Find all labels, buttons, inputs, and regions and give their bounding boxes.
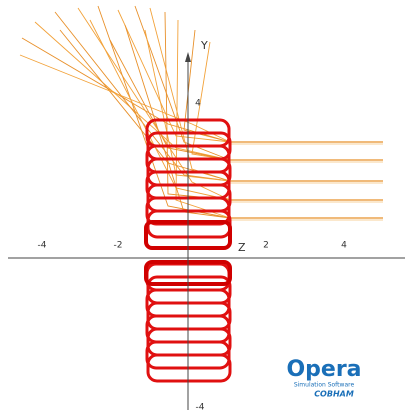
tick-label: -4 bbox=[38, 241, 47, 251]
z-label: Z bbox=[238, 241, 246, 254]
tick-label: -2 bbox=[114, 241, 123, 251]
tick-label: 4 bbox=[341, 241, 347, 251]
y-arrow bbox=[185, 52, 191, 62]
logo-name: Opera bbox=[286, 357, 361, 382]
tick-label: 4 bbox=[195, 99, 201, 109]
logo-company: COBHAM bbox=[314, 390, 354, 399]
scene: Y Z -4 -2 2 4 4 -4 Opera Simulation Soft… bbox=[0, 0, 411, 413]
tick-label: -4 bbox=[196, 403, 205, 413]
y-label: Y bbox=[200, 39, 208, 52]
logo-tagline: Simulation Software bbox=[294, 382, 355, 389]
tick-label: 2 bbox=[263, 241, 269, 251]
